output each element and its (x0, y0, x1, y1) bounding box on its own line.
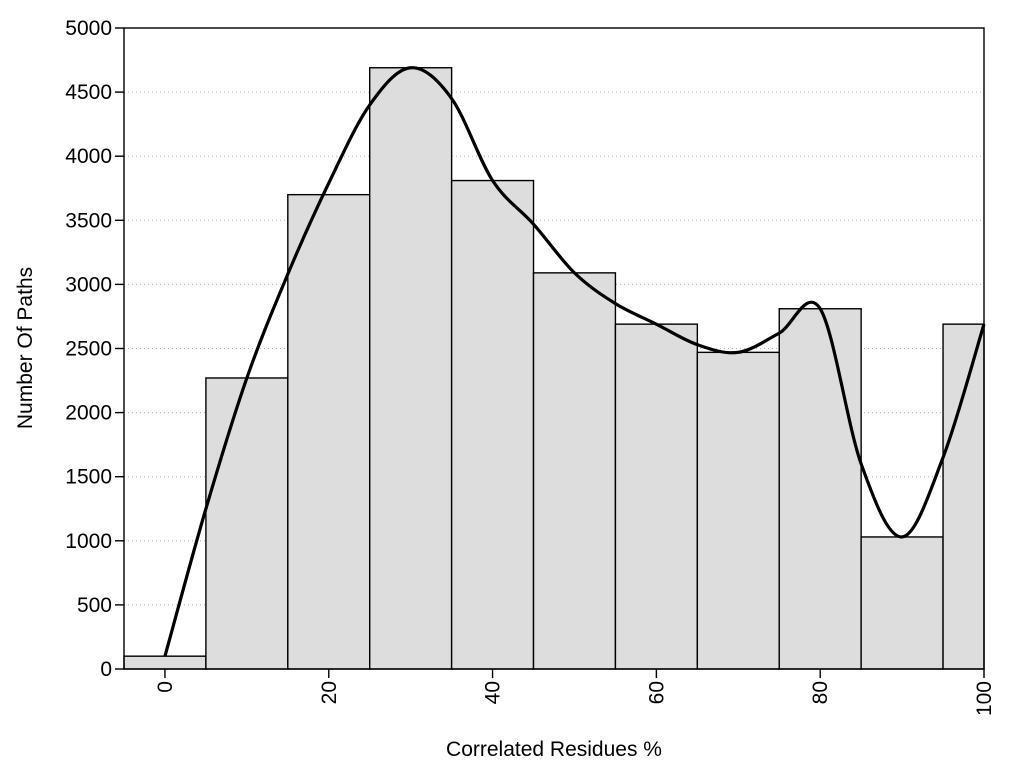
y-tick-label: 3000 (65, 273, 112, 296)
y-tick-label: 1000 (65, 530, 112, 553)
density-curve-line (163, 66, 986, 657)
bar (450, 179, 535, 670)
y-tick-label: 4500 (65, 81, 112, 104)
bar (532, 272, 617, 670)
y-tick-label: 500 (77, 594, 112, 617)
bar (369, 67, 453, 670)
y-axis: 0 500 1000 1500 2000 2500 3000 3500 4000 4500 5000 (65, 17, 124, 681)
bar (860, 536, 944, 670)
y-tick-label: 2500 (65, 338, 112, 361)
y-axis-title: Number Of Paths (14, 267, 37, 429)
density-curve (163, 66, 986, 657)
bar (696, 351, 780, 670)
y-tick-label: 0 (100, 658, 112, 681)
bar (614, 323, 699, 670)
x-tick-label: 100 (973, 681, 996, 716)
bar (123, 655, 207, 670)
x-tick-label: 40 (482, 681, 505, 704)
bar (287, 193, 371, 670)
y-tick-label: 3500 (65, 209, 112, 232)
bars (123, 67, 985, 670)
y-tick-label: 4000 (65, 145, 112, 168)
bar (942, 323, 985, 670)
x-axis: 0 20 40 60 80 100 (154, 669, 996, 716)
bar (778, 308, 862, 670)
bar (205, 377, 289, 670)
y-tick-label: 2000 (65, 402, 112, 425)
x-tick-label: 80 (809, 681, 832, 704)
x-tick-label: 60 (645, 681, 668, 704)
x-tick-label: 20 (318, 681, 341, 704)
x-tick-label: 0 (154, 681, 177, 693)
y-tick-label: 1500 (65, 466, 112, 489)
x-axis-title: Correlated Residues % (446, 738, 662, 761)
y-tick-label: 5000 (65, 17, 112, 40)
